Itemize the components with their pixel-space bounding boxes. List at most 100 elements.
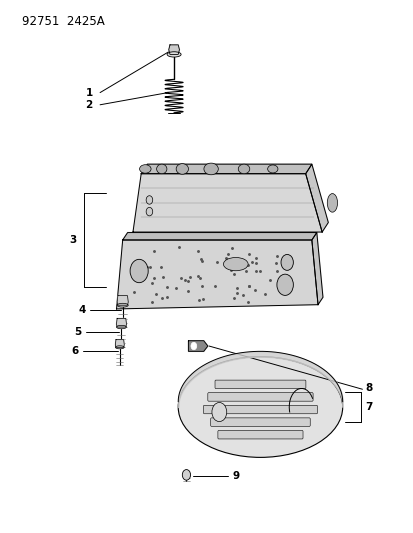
Point <box>199 294 206 303</box>
Point <box>244 298 251 306</box>
FancyBboxPatch shape <box>210 418 309 426</box>
Ellipse shape <box>139 165 151 173</box>
Point <box>273 267 280 276</box>
Text: 9: 9 <box>232 471 239 481</box>
Point <box>184 277 191 286</box>
Point <box>187 273 193 281</box>
Point <box>261 289 268 298</box>
Point <box>272 259 279 267</box>
Ellipse shape <box>178 357 342 457</box>
Point <box>224 249 231 258</box>
Point <box>176 243 182 252</box>
Point <box>252 267 258 276</box>
FancyBboxPatch shape <box>214 380 305 389</box>
Circle shape <box>190 342 196 350</box>
Polygon shape <box>116 318 126 327</box>
Point <box>184 287 191 295</box>
Point <box>158 294 165 303</box>
Point <box>163 293 169 301</box>
Point <box>273 252 279 261</box>
Point <box>194 246 201 255</box>
FancyBboxPatch shape <box>217 431 302 439</box>
Polygon shape <box>133 174 321 232</box>
Ellipse shape <box>176 164 188 174</box>
Circle shape <box>130 260 148 282</box>
Text: 5: 5 <box>74 327 81 337</box>
Point <box>196 274 202 282</box>
Point <box>172 284 178 292</box>
Polygon shape <box>169 45 179 54</box>
Ellipse shape <box>204 163 218 175</box>
Circle shape <box>211 402 226 422</box>
Point <box>233 255 239 263</box>
Point <box>163 283 169 292</box>
Polygon shape <box>311 232 322 305</box>
Point <box>233 284 240 293</box>
Point <box>245 281 252 290</box>
Ellipse shape <box>267 165 277 173</box>
Point <box>139 261 145 269</box>
Point <box>136 272 142 281</box>
Point <box>197 255 204 264</box>
Point <box>157 263 164 271</box>
Point <box>244 260 250 269</box>
Text: 2: 2 <box>85 100 93 110</box>
Circle shape <box>182 470 190 480</box>
Point <box>149 278 155 287</box>
Point <box>211 282 218 291</box>
Point <box>178 273 184 282</box>
Ellipse shape <box>327 193 337 212</box>
Ellipse shape <box>237 164 249 174</box>
Ellipse shape <box>117 303 128 307</box>
Text: 8: 8 <box>364 383 372 393</box>
Point <box>194 272 201 280</box>
Circle shape <box>146 207 152 216</box>
Point <box>146 263 153 271</box>
Point <box>152 290 159 298</box>
Ellipse shape <box>223 257 247 271</box>
Point <box>228 243 235 252</box>
Polygon shape <box>188 341 207 351</box>
Point <box>230 270 237 279</box>
Circle shape <box>276 274 293 295</box>
Point <box>199 282 205 290</box>
Point <box>242 266 248 275</box>
Point <box>248 257 255 266</box>
Ellipse shape <box>116 325 126 329</box>
Point <box>233 289 240 297</box>
FancyBboxPatch shape <box>207 393 312 401</box>
Point <box>150 274 157 282</box>
Polygon shape <box>122 232 316 240</box>
Point <box>256 266 263 275</box>
Point <box>241 261 248 269</box>
Polygon shape <box>117 296 128 305</box>
Ellipse shape <box>156 164 166 174</box>
Text: 4: 4 <box>78 305 85 315</box>
Ellipse shape <box>115 346 124 349</box>
Text: 92751  2425A: 92751 2425A <box>22 14 104 28</box>
Text: 6: 6 <box>71 346 78 357</box>
Point <box>143 262 150 271</box>
Point <box>244 249 251 258</box>
Polygon shape <box>305 164 328 232</box>
FancyBboxPatch shape <box>203 405 317 414</box>
Circle shape <box>146 196 152 204</box>
Text: 3: 3 <box>69 235 76 245</box>
Point <box>228 265 234 274</box>
Point <box>195 296 202 304</box>
Point <box>266 276 273 284</box>
Point <box>150 247 157 255</box>
Point <box>148 297 155 306</box>
Point <box>223 254 229 262</box>
Text: 1: 1 <box>85 87 93 98</box>
Point <box>252 254 259 262</box>
Polygon shape <box>141 164 311 174</box>
Circle shape <box>280 254 293 270</box>
Point <box>251 286 257 294</box>
Point <box>182 276 188 284</box>
Text: 7: 7 <box>364 402 372 412</box>
Ellipse shape <box>167 52 180 57</box>
Point <box>131 287 137 296</box>
Point <box>230 294 237 302</box>
Point <box>240 290 246 299</box>
